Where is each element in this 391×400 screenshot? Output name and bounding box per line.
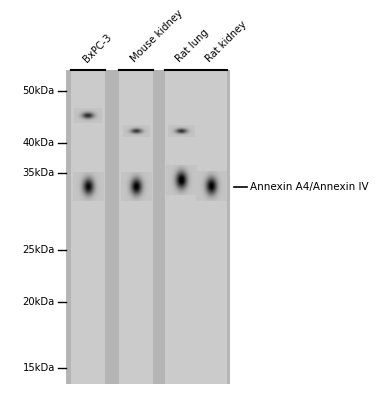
Bar — [72, 70, 105, 384]
Text: 40kDa: 40kDa — [23, 138, 55, 148]
Bar — [165, 70, 198, 384]
Text: Rat kidney: Rat kidney — [204, 20, 248, 64]
Text: 50kDa: 50kDa — [23, 86, 55, 96]
Text: Mouse kidney: Mouse kidney — [129, 8, 185, 64]
Text: 15kDa: 15kDa — [22, 363, 55, 373]
Text: 35kDa: 35kDa — [23, 168, 55, 178]
Bar — [66, 70, 230, 384]
Text: 20kDa: 20kDa — [23, 297, 55, 307]
Bar — [194, 70, 228, 384]
Bar — [119, 70, 152, 384]
Text: 25kDa: 25kDa — [22, 246, 55, 256]
Text: Annexin A4/Annexin IV: Annexin A4/Annexin IV — [249, 182, 368, 192]
Text: BxPC-3: BxPC-3 — [81, 32, 113, 64]
Text: Rat lung: Rat lung — [174, 28, 211, 64]
